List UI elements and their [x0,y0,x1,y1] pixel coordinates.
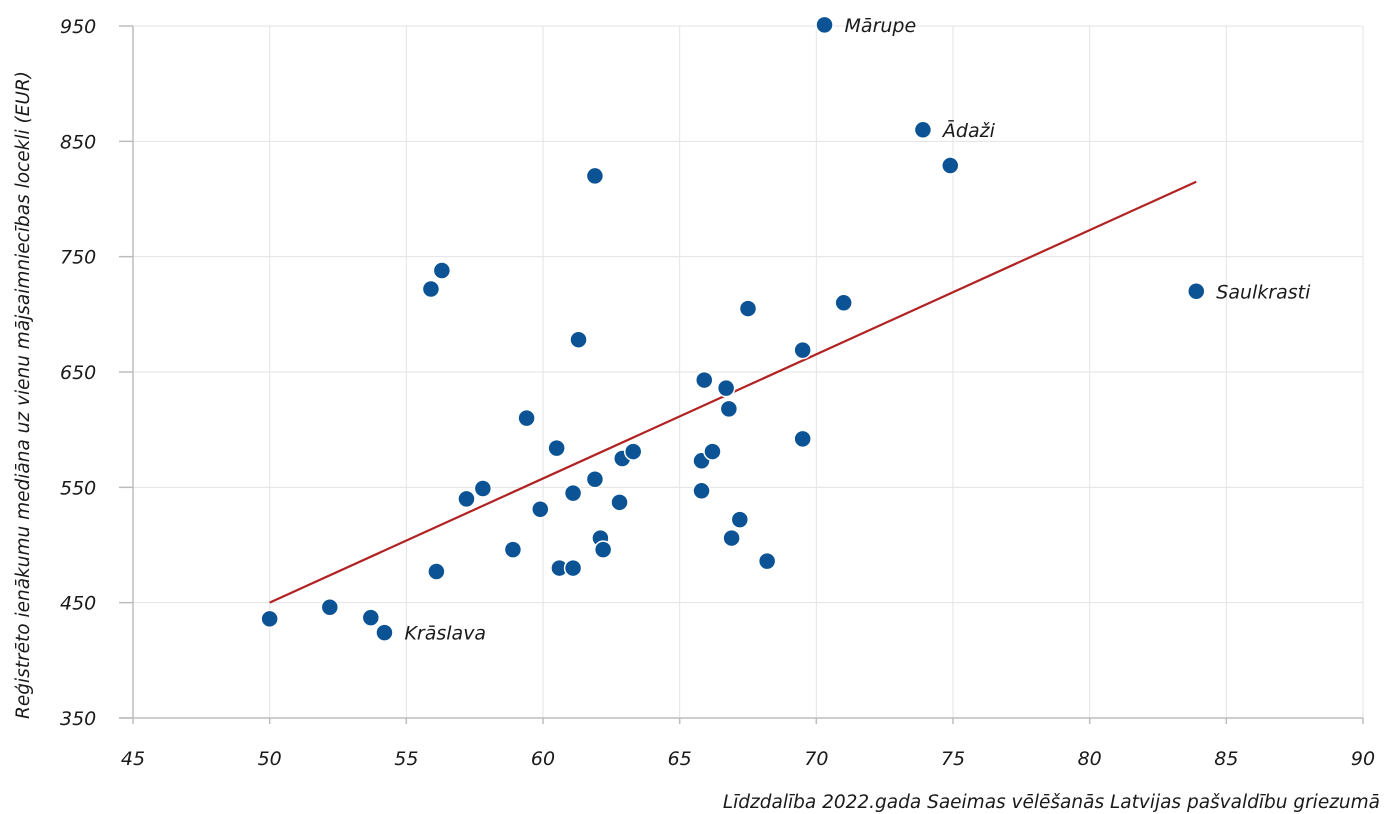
data-point [913,120,933,140]
axes: 45 50 55 60 65 70 75 80 85 90 350 450 550 650 750 850 95… [60,16,1375,770]
data-point [695,370,714,390]
data-point [623,442,643,461]
x-tick-label: 85 [1214,748,1238,770]
x-axis-title: Līdzdalība 2022.gada Saeimas vēlēšanās L… [723,792,1380,813]
data-point [722,528,741,548]
x-tick-label: 65 [668,748,692,770]
x-tick-label: 45 [121,748,145,770]
data-point [563,483,583,503]
y-tick-label: 750 [60,247,96,269]
x-tick-label: 90 [1351,748,1375,770]
x-tick-label: 60 [531,748,555,770]
point-label: Saulkrasti [1216,281,1311,303]
data-point [563,558,583,578]
y-tick-label: 650 [60,362,96,384]
data-point [793,340,812,360]
data-point [703,442,722,461]
data-point [716,378,736,398]
point-label: Ādaži [941,118,996,142]
x-tick-label: 80 [1078,748,1102,770]
x-tick-label: 70 [804,748,828,770]
y-tick-label: 950 [60,16,96,38]
x-tick-label: 50 [258,748,282,770]
data-point [593,540,613,559]
data-point [421,279,441,299]
data-point [473,479,493,498]
data-point [719,399,739,419]
data-points [260,15,1206,642]
data-point [531,499,550,519]
data-point [585,470,605,489]
data-point [517,408,536,428]
data-point [547,438,566,458]
data-point [610,493,629,512]
y-tick-label: 550 [60,477,96,499]
data-point [361,608,381,627]
y-tick-label: 350 [60,708,96,730]
data-point [432,261,452,280]
data-point [569,330,588,349]
data-point [503,540,523,559]
y-tick-label: 850 [60,131,96,153]
data-point [941,156,960,175]
point-labels: Krāslava Mārupe Ādaži Saulkrasti [404,15,1311,645]
data-point [427,562,446,581]
data-point [375,623,394,642]
y-tick-label: 450 [60,593,96,615]
data-point [692,481,711,501]
data-point [320,598,340,617]
data-point [457,489,476,509]
data-point [834,293,853,313]
data-point [757,551,777,571]
gridlines [133,25,1364,718]
data-point [585,166,605,186]
x-tick-label: 75 [941,748,965,770]
point-label: Krāslava [404,623,486,645]
data-point [730,510,750,529]
data-point [1187,282,1206,301]
data-point [793,429,812,449]
point-label: Mārupe [845,15,917,37]
data-point [738,299,758,318]
x-tick-label: 55 [394,748,418,770]
y-axis-title: Reģistrēto ienākumu mediāna uz vienu māj… [13,71,34,719]
data-point [260,609,279,629]
data-point [815,15,834,35]
